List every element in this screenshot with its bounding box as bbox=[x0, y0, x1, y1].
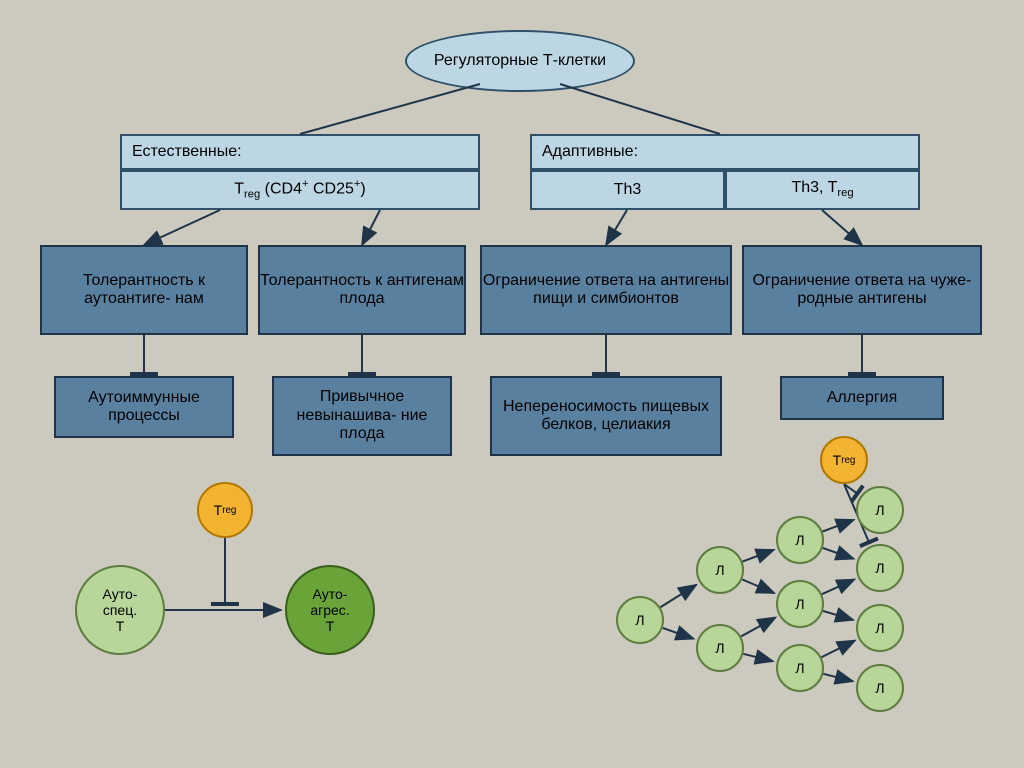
mid-box-2-label: Толерантность к антигенам плода bbox=[260, 272, 464, 309]
bottom-box-1-label: Аутоиммунные процессы bbox=[56, 389, 232, 426]
bottom-box-1: Аутоиммунные процессы bbox=[54, 376, 234, 438]
mid-box-1-label: Толерантность к аутоантиге- нам bbox=[42, 272, 246, 309]
treg-left-node: Treg bbox=[197, 482, 253, 538]
natural-header: Естественные: bbox=[132, 143, 242, 161]
mid-box-2: Толерантность к антигенам плода bbox=[258, 245, 466, 335]
adaptive-left: Th3 bbox=[614, 181, 642, 199]
autoagres-node: Ауто-агрес.T bbox=[285, 565, 375, 655]
bottom-box-3: Непереносимость пищевых белков, целиакия bbox=[490, 376, 722, 456]
l-node: Л bbox=[776, 516, 824, 564]
adaptive-header-box: Адаптивные: bbox=[530, 134, 920, 170]
bottom-box-3-label: Непереносимость пищевых белков, целиакия bbox=[492, 398, 720, 435]
mid-box-3: Ограничение ответа на антигены пищи и си… bbox=[480, 245, 732, 335]
l-node: Л bbox=[696, 546, 744, 594]
mid-box-1: Толерантность к аутоантиге- нам bbox=[40, 245, 248, 335]
adaptive-left-box: Th3 bbox=[530, 170, 725, 210]
root-node: Регуляторные Т-клетки bbox=[405, 30, 635, 92]
natural-sub: Treg (CD4+ CD25+) bbox=[234, 178, 366, 201]
l-node: Л bbox=[856, 544, 904, 592]
l-node: Л bbox=[616, 596, 664, 644]
bottom-box-2-label: Привычное невынашива- ние плода bbox=[274, 388, 450, 443]
root-label: Регуляторные Т-клетки bbox=[434, 52, 606, 70]
l-node: Л bbox=[856, 604, 904, 652]
bottom-box-4: Аллергия bbox=[780, 376, 944, 420]
l-node: Л bbox=[856, 486, 904, 534]
autospec-node: Ауто-спец.T bbox=[75, 565, 165, 655]
bottom-box-4-label: Аллергия bbox=[827, 389, 898, 407]
l-node: Л bbox=[856, 664, 904, 712]
l-node: Л bbox=[696, 624, 744, 672]
adaptive-header: Адаптивные: bbox=[542, 143, 638, 161]
adaptive-right: Th3, Treg bbox=[791, 179, 853, 200]
bottom-box-2: Привычное невынашива- ние плода bbox=[272, 376, 452, 456]
mid-box-4: Ограничение ответа на чуже- родные антиг… bbox=[742, 245, 982, 335]
l-node: Л bbox=[776, 644, 824, 692]
mid-box-3-label: Ограничение ответа на антигены пищи и си… bbox=[482, 272, 730, 309]
natural-sub-box: Treg (CD4+ CD25+) bbox=[120, 170, 480, 210]
treg-right-node: Treg bbox=[820, 436, 868, 484]
adaptive-right-box: Th3, Treg bbox=[725, 170, 920, 210]
l-node: Л bbox=[776, 580, 824, 628]
mid-box-4-label: Ограничение ответа на чуже- родные антиг… bbox=[744, 272, 980, 309]
natural-header-box: Естественные: bbox=[120, 134, 480, 170]
